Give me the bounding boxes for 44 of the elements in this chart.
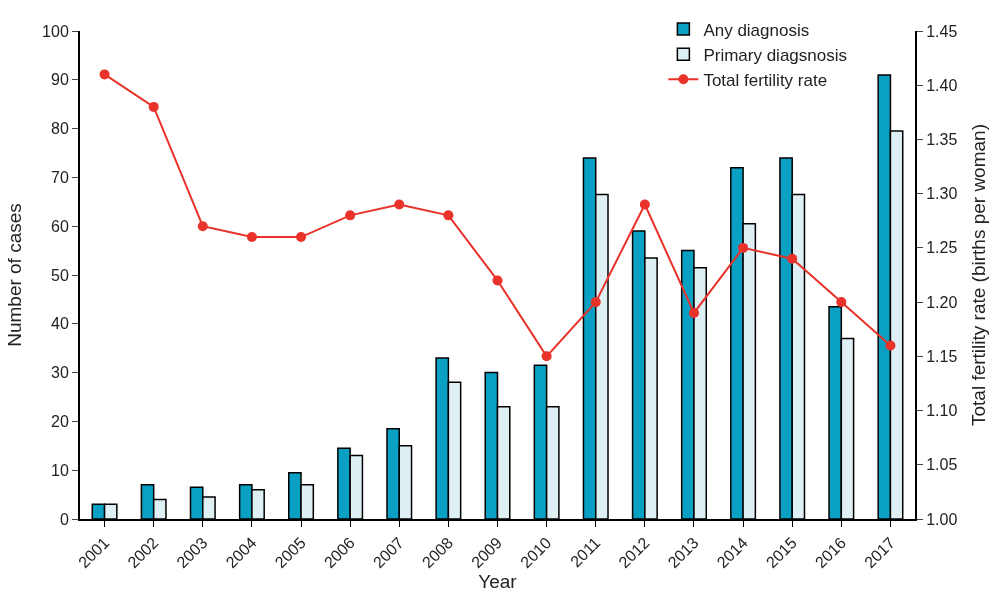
x-axis-title: Year [478,571,518,593]
y-tick-label: 90 [51,71,69,89]
y2-tick-label: 1.00 [926,510,958,528]
y-tick-label: 50 [51,266,69,284]
point [394,199,405,210]
y2-tick-label: 1.45 [926,22,958,40]
point [492,275,503,286]
point [541,351,552,362]
point [738,242,749,253]
y2-axis-title: Total fertility rate (births per woman) [967,124,989,426]
point [688,307,699,318]
y-tick-label: 60 [51,217,69,235]
point [99,69,110,80]
y-tick-label: 20 [51,413,69,430]
y2-tick-label: 1.35 [926,131,958,149]
y2-tick-label: 1.15 [926,347,958,365]
y-tick-label: 70 [51,169,69,186]
y2-tick-label: 1.40 [926,76,958,94]
point [885,340,896,351]
point [836,297,847,308]
point [639,199,650,210]
point [197,221,208,232]
y-axis-title: Number of cases [4,203,26,347]
legend-label: Primary diagsnosis [703,45,847,65]
y-tick-label: 0 [59,510,69,528]
y-tick-label: 100 [42,22,69,40]
point [296,232,307,243]
y-tick-label: 30 [51,364,69,382]
y-tick-label: 80 [51,120,69,138]
y2-tick-label: 1.30 [926,185,958,203]
legend-label: Total fertility rate [703,70,828,90]
point [345,210,356,221]
y2-tick-label: 1.05 [926,456,958,474]
y-tick-label: 10 [51,461,69,479]
y-tick-label: 40 [51,315,69,333]
y2-tick-label: 1.20 [926,293,958,311]
point [787,253,798,264]
point [148,101,159,112]
point [443,210,454,221]
legend-label: Any diagnosis [703,20,810,40]
point [246,232,257,243]
y2-tick-label: 1.25 [926,239,958,257]
y2-tick-label: 1.10 [926,402,958,420]
point [590,297,601,308]
